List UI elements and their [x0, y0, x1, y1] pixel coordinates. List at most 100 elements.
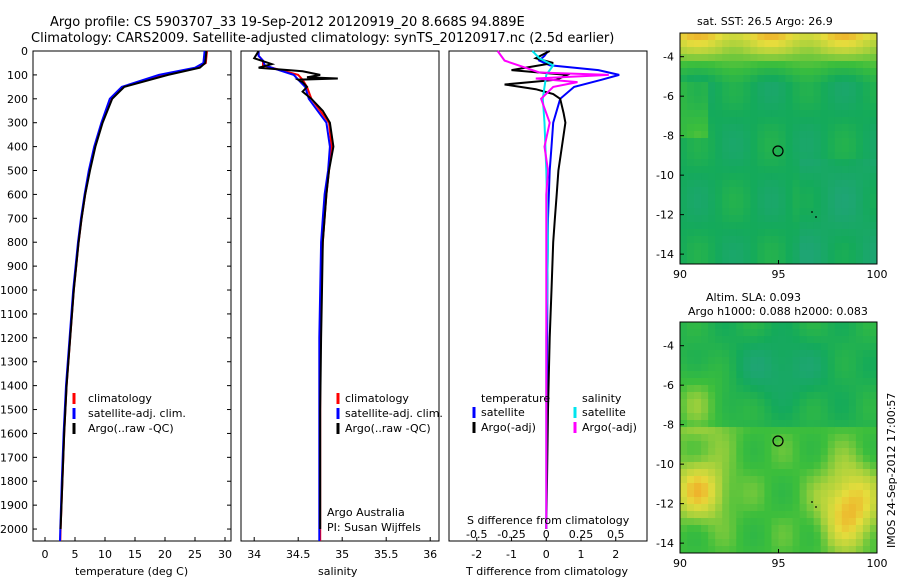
heatmap-cell [855, 40, 864, 48]
heatmap-cell [806, 329, 815, 337]
heatmap-cell [680, 47, 688, 55]
heatmap-cell [778, 504, 786, 512]
heatmap-cell [715, 75, 723, 83]
heatmap-cell [869, 159, 878, 167]
heatmap-cell [841, 434, 850, 442]
heatmap-cell [813, 532, 822, 540]
heatmap-cell [715, 215, 723, 223]
heatmap-cell [722, 138, 730, 146]
heatmap-cell [834, 159, 843, 167]
heatmap-cell [785, 187, 793, 195]
heatmap-cell [715, 236, 723, 244]
heatmap-cell [764, 54, 772, 62]
heatmap-cell [806, 82, 815, 90]
heatmap-cell [771, 434, 779, 442]
heatmap-cell [820, 350, 829, 358]
heatmap-cell [827, 96, 836, 104]
heatmap-cell [841, 96, 850, 104]
depth-tick-label: 1000 [0, 284, 28, 297]
heatmap-cell [855, 406, 864, 414]
heatmap-cell [764, 399, 772, 407]
heatmap-cell [862, 243, 871, 251]
heatmap-cell [757, 343, 765, 351]
heatmap-cell [792, 180, 801, 188]
heatmap-cell [841, 215, 850, 223]
heatmap-cell [764, 243, 772, 251]
heatmap-cell [701, 54, 709, 62]
heatmap-cell [785, 250, 793, 258]
heatmap-cell [820, 539, 829, 547]
heatmap-cell [799, 420, 808, 428]
heatmap-cell [778, 166, 786, 174]
heatmap-cell [792, 138, 801, 146]
heatmap-cell [722, 96, 730, 104]
heatmap-cell [806, 40, 815, 48]
heatmap-cell [729, 399, 737, 407]
heatmap-cell [834, 138, 843, 146]
heatmap-cell [750, 490, 758, 498]
heatmap-cell [862, 159, 871, 167]
heatmap-cell [792, 497, 801, 505]
heatmap-cell [848, 420, 857, 428]
heatmap-cell [750, 483, 758, 491]
heatmap-cell [869, 427, 878, 435]
heatmap-cell [869, 201, 878, 209]
heatmap-cell [715, 350, 723, 358]
heatmap-cell [680, 511, 688, 519]
heatmap-cell [813, 124, 822, 132]
heatmap-cell [820, 420, 829, 428]
heatmap-cell [743, 145, 751, 153]
heatmap-cell [855, 96, 864, 104]
heatmap-cell [799, 208, 808, 216]
heatmap-cell [680, 378, 688, 386]
heatmap-cell [869, 483, 878, 491]
heatmap-cell [736, 145, 744, 153]
heatmap-cell [694, 336, 702, 344]
heatmap-cell [869, 243, 878, 251]
t-difference-x-tick-label: 2 [612, 548, 619, 561]
heatmap-cell [778, 215, 786, 223]
heatmap-cell [771, 124, 779, 132]
heatmap-cell [694, 434, 702, 442]
heatmap-cell [827, 131, 836, 139]
heatmap-cell [680, 236, 688, 244]
heatmap-cell [771, 511, 779, 519]
heatmap-cell [841, 462, 850, 470]
heatmap-cell [687, 497, 695, 505]
heatmap-cell [820, 462, 829, 470]
heatmap-cell [715, 546, 723, 554]
heatmap-cell [729, 532, 737, 540]
heatmap-cell [778, 357, 786, 365]
annotation-argo-australia: Argo Australia [327, 506, 405, 519]
heatmap-cell [743, 61, 751, 69]
s-difference-tick-label: 0.25 [569, 528, 594, 541]
heatmap-cell [757, 103, 765, 111]
heatmap-cell [771, 525, 779, 533]
heatmap-cell [729, 131, 737, 139]
heatmap-cell [806, 441, 815, 449]
latitude-tick-label: -6 [663, 90, 674, 103]
heatmap-cell [869, 336, 878, 344]
heatmap-cell [708, 490, 716, 498]
heatmap-cell [708, 357, 716, 365]
heatmap-cell [806, 75, 815, 83]
heatmap-cell [785, 229, 793, 237]
heatmap-cell [827, 434, 836, 442]
heatmap-cell [757, 159, 765, 167]
heatmap-cell [813, 82, 822, 90]
heatmap-cell [799, 385, 808, 393]
difference-panel: -2 -1 0 1 2 -0.5 -0.25 0 0.25 0.5 S difference f… [448, 50, 648, 578]
heatmap-cell [792, 166, 801, 174]
heatmap-cell [687, 257, 695, 265]
heatmap-cell [834, 378, 843, 386]
heatmap-cell [778, 413, 786, 421]
heatmap-cell [764, 427, 772, 435]
heatmap-cell [834, 61, 843, 69]
heatmap-cell [771, 180, 779, 188]
heatmap-cell [799, 131, 808, 139]
heatmap-cell [792, 152, 801, 160]
heatmap-cell [701, 483, 709, 491]
heatmap-cell [771, 131, 779, 139]
heatmap-cell [736, 257, 744, 265]
heatmap-cell [694, 350, 702, 358]
